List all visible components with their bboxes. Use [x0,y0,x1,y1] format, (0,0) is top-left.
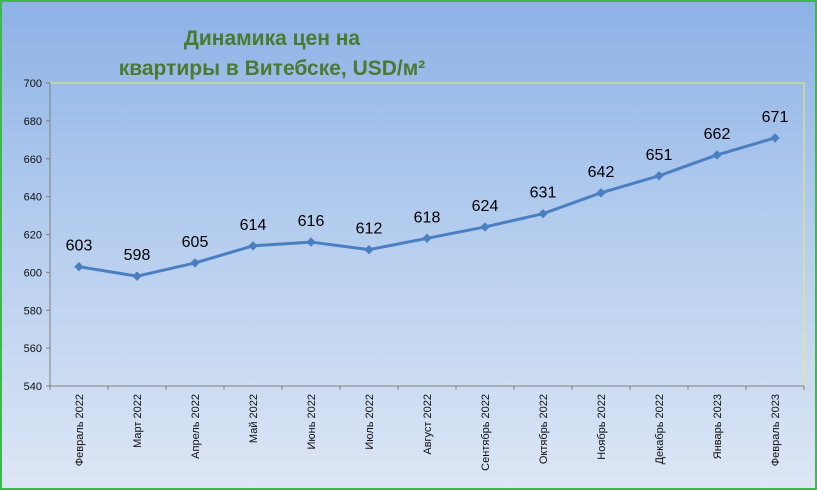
data-label: 618 [414,209,441,226]
x-tick-label: Ноябрь 2022 [596,394,608,460]
y-tick-label: 580 [24,305,42,317]
y-tick-label: 600 [24,267,42,279]
data-label: 598 [124,247,151,264]
x-tick-label: Март 2022 [132,394,144,448]
data-point [770,133,780,143]
data-label: 624 [472,198,499,215]
x-tick-label: Май 2022 [248,394,260,443]
data-labels: 603 598 605 614 616 612 618 624 631 642 651 662 671 [66,109,789,264]
y-tick-label: 700 [24,78,42,90]
x-tick-label: Июль 2022 [364,394,376,450]
data-point [596,188,606,198]
y-tick-label: 620 [24,230,42,242]
data-label: 662 [704,126,731,143]
data-label: 605 [182,234,209,251]
chart-title-line-2: квартиры в Витебске, USD/м² [118,57,426,80]
data-point [364,244,374,255]
data-point [132,271,142,281]
series-group [74,133,780,281]
data-label: 612 [356,221,383,238]
data-point [248,241,258,251]
data-label: 614 [240,217,267,234]
data-point [74,261,84,272]
data-point [712,150,722,160]
x-tick-label: Апрель 2022 [190,394,202,459]
data-label: 603 [66,238,93,255]
data-label: 616 [298,213,325,230]
x-tick-label: Январь 2023 [712,394,724,459]
y-axis-ticks: 540 560 580 600 620 640 660 680 700 [24,78,50,393]
chart-title: Динамика цен на квартиры в Витебске, USD… [62,24,482,84]
x-tick-label: Сентябрь 2022 [480,394,492,471]
x-tick-label: Февраль 2022 [74,394,86,466]
y-tick-label: 680 [24,116,42,128]
x-tick-label: Февраль 2023 [770,394,782,466]
data-point [538,208,548,219]
data-label: 631 [530,185,557,202]
x-tick-label: Август 2022 [422,394,434,455]
y-tick-label: 640 [24,192,42,204]
data-point [306,237,316,247]
x-axis-ticks: Февраль 2022 Март 2022 Апрель 2022 Май 2022… [49,386,805,471]
data-label: 642 [588,164,615,181]
x-tick-label: Декабрь 2022 [654,394,666,464]
y-tick-label: 660 [24,154,42,166]
data-point [422,233,432,243]
data-point [480,222,490,232]
data-label: 671 [762,109,789,126]
data-point [190,258,200,268]
chart-title-line-1: Динамика цен на [183,27,361,50]
data-label: 651 [646,147,673,164]
y-tick-label: 560 [24,343,42,355]
data-point [654,171,664,181]
x-tick-label: Октябрь 2022 [538,394,550,464]
y-tick-label: 540 [24,381,42,393]
x-tick-label: Июнь 2022 [306,394,318,450]
